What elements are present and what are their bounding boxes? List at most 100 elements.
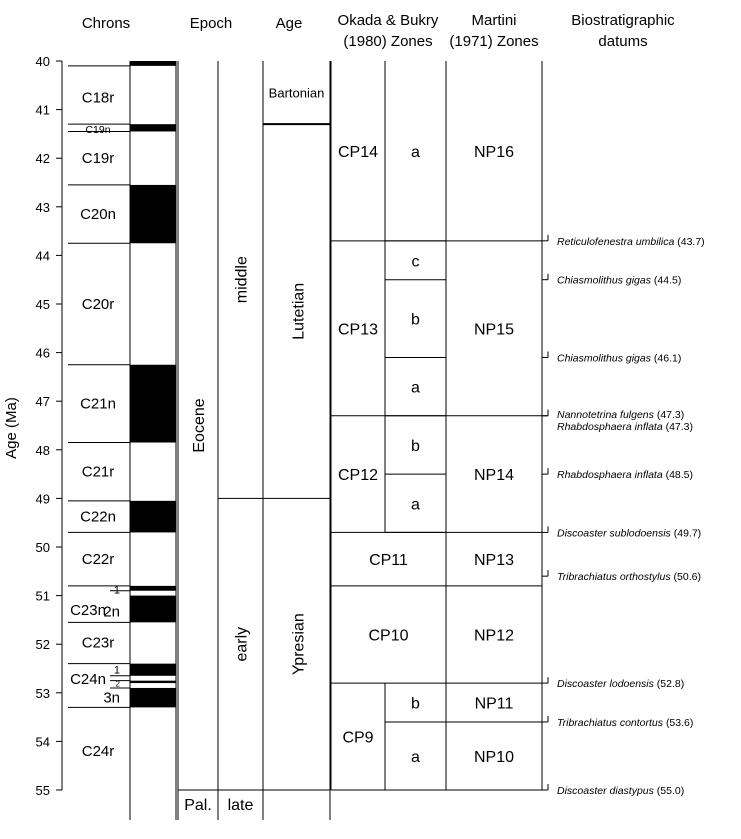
- okada-zone-label: CP10: [368, 627, 408, 644]
- chron-labels: C18r C19n C19r C20n C20r C21n C21r C22n C22r C23n…: [68, 65, 130, 760]
- martini-zone-label: NP12: [474, 627, 514, 644]
- subepoch-label: early: [234, 627, 251, 662]
- chron-label: C24n: [70, 671, 106, 688]
- okada-bukry-column: CP14 CP13 CP12 CP11 CP10 CP9 a c b a b a b a: [330, 61, 447, 791]
- okada-subzone-label: b: [411, 696, 420, 713]
- axis-tick-label: 41: [36, 103, 50, 118]
- header-martini-line1: Martini: [471, 12, 516, 29]
- datum-age: (46.1): [654, 352, 681, 364]
- axis-tick-label: 46: [36, 346, 50, 361]
- axis-tick-label: 42: [36, 151, 50, 166]
- axis-tick-label: 45: [36, 297, 50, 312]
- datum-label: Tribrachiatus contortus (53.6): [557, 717, 693, 729]
- biostratigraphic-datums: Reticulofenestra umbilica (43.7) Chiasmol…: [542, 234, 705, 797]
- chron-label: 3n: [103, 690, 120, 707]
- header-okada-line1: Okada & Bukry: [338, 12, 439, 29]
- datum-age: (49.7): [674, 527, 701, 539]
- chron-label: C19n: [85, 124, 110, 136]
- normal-polarity-band: [130, 184, 176, 244]
- datum-taxon: Discoaster lodoensis: [557, 678, 657, 690]
- okada-subzone-label: a: [411, 749, 420, 766]
- chron-label: C20n: [80, 206, 116, 223]
- normal-polarity-band: [130, 61, 176, 66]
- okada-subzone-label: a: [411, 496, 420, 513]
- martini-zone-label: NP10: [474, 749, 514, 766]
- header-chrons: Chrons: [82, 15, 130, 32]
- axis-tick-label: 48: [36, 443, 50, 458]
- chron-label: C21n: [80, 396, 116, 413]
- datum-label: Chiasmolithus gigas (46.1): [557, 352, 681, 364]
- epoch-name: Eocene: [191, 398, 208, 452]
- datum-label: Chiasmolithus gigas (44.5): [557, 275, 681, 287]
- datum-label: Discoaster sublodoensis (49.7): [557, 527, 701, 539]
- okada-subzone-label: b: [411, 438, 420, 455]
- datum-taxon: Tribrachiatus orthostylus: [557, 571, 674, 583]
- normal-polarity-band: [130, 364, 176, 443]
- polarity-column: [129, 61, 177, 820]
- axis-tick-label: 49: [36, 491, 50, 506]
- stage-column: Bartonian Lutetian Ypresian: [263, 61, 331, 820]
- axis-tick-label: 55: [36, 783, 50, 798]
- normal-polarity-band: [130, 585, 176, 591]
- martini-zone-label: NP13: [474, 552, 514, 569]
- header-epoch: Epoch: [190, 15, 233, 32]
- subepoch-late: late: [228, 797, 254, 814]
- okada-zone-label: CP14: [338, 144, 378, 161]
- axis-tick-label: 44: [36, 248, 50, 263]
- datum-taxon: Reticulofenestra umbilica: [557, 236, 677, 248]
- chron-label: 2n: [103, 604, 120, 621]
- header-biostrat-line1: Biostratigraphic: [571, 12, 675, 29]
- okada-subzone-label: b: [411, 312, 420, 329]
- normal-polarity-band: [130, 124, 176, 132]
- chron-label: 2: [116, 680, 121, 689]
- okada-subzone-label: c: [412, 253, 420, 270]
- datum-label: Discoaster lodoensis (52.8): [557, 678, 684, 690]
- okada-subzone-label: a: [411, 144, 420, 161]
- age-axis: 40 41 42 43 44 45 46 47 48 49 50 51 52 53 54 55: [36, 54, 63, 798]
- datum-age: (44.5): [654, 275, 681, 287]
- axis-tick-label: 54: [36, 734, 50, 749]
- datum-age: (53.6): [666, 717, 693, 729]
- datum-taxon: Tribrachiatus contortus: [557, 717, 666, 729]
- axis-tick-label: 40: [36, 54, 50, 69]
- header-biostrat-line2: datums: [598, 33, 647, 50]
- paleocene-label: Pal.: [184, 797, 212, 814]
- datum-age: (50.6): [674, 571, 701, 583]
- axis-tick-label: 43: [36, 200, 50, 215]
- stage-label: Bartonian: [269, 86, 325, 101]
- normal-polarity-band: [130, 500, 176, 533]
- datum-label: Rhabdosphaera inflata (47.3): [557, 421, 693, 433]
- martini-zone-label: NP16: [474, 144, 514, 161]
- chron-label: C24r: [82, 743, 115, 760]
- datum-label: Nannotetrina fulgens (47.3): [557, 409, 684, 421]
- datum-label: Discoaster diastypus (55.0): [557, 785, 684, 797]
- epoch-column: Eocene middle early late Pal.: [177, 61, 264, 820]
- stage-label: Lutetian: [291, 283, 308, 340]
- datum-label: Rhabdosphaera inflata (48.5): [557, 469, 693, 481]
- okada-zone-label: CP13: [338, 321, 378, 338]
- chron-label: C22n: [80, 508, 116, 525]
- okada-zone-label: CP11: [369, 552, 408, 569]
- chron-label: C22r: [82, 551, 115, 568]
- axis-tick-label: 50: [36, 540, 50, 555]
- datum-taxon: Discoaster sublodoensis: [557, 527, 674, 539]
- header-martini-line2: (1971) Zones: [449, 33, 538, 50]
- datum-age: (55.0): [657, 785, 684, 797]
- normal-polarity-band: [130, 663, 176, 676]
- okada-zone-label: CP9: [342, 730, 373, 747]
- chron-label: C23n: [70, 602, 106, 619]
- datum-age: (43.7): [677, 236, 704, 248]
- axis-tick-label: 47: [36, 394, 50, 409]
- header-okada-line2: (1980) Zones: [343, 33, 432, 50]
- chron-label: C18r: [82, 89, 115, 106]
- normal-polarity-band: [130, 687, 176, 708]
- chron-label: C20r: [82, 296, 115, 313]
- axis-tick-label: 52: [36, 637, 50, 652]
- datum-age: (47.3): [657, 409, 684, 421]
- datum-age: (48.5): [666, 469, 693, 481]
- chron-label: C19r: [82, 150, 115, 167]
- axis-label: Age (Ma): [3, 397, 20, 459]
- chron-label: 1: [114, 665, 120, 677]
- martini-column: NP16 NP15 NP14 NP13 NP12 NP11 NP10: [446, 61, 543, 791]
- datum-taxon: Nannotetrina fulgens: [557, 409, 657, 421]
